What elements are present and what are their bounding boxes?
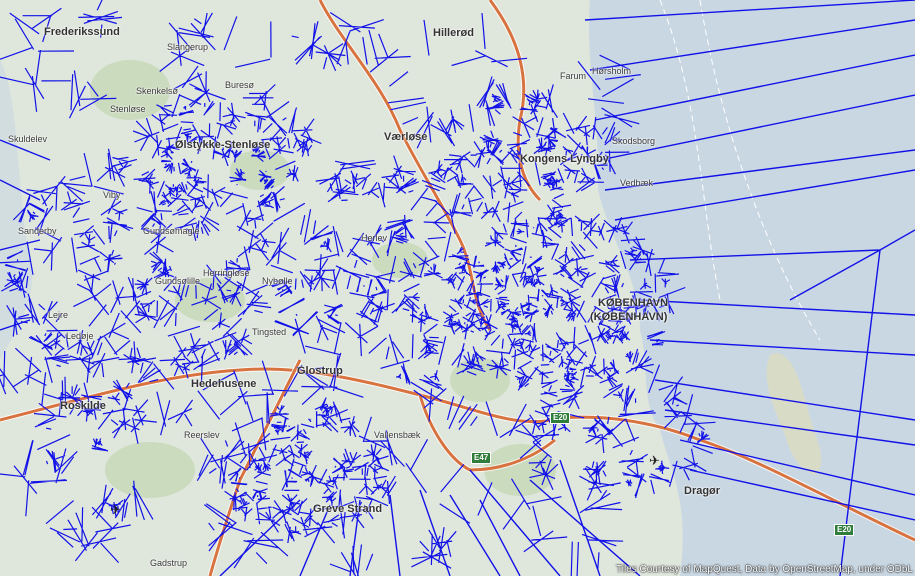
place-label: Stenløse [110, 104, 146, 114]
place-label: KØBENHAVN [598, 297, 669, 309]
place-label: Hillerød [433, 27, 474, 39]
place-label: (KØBENHAVN) [590, 311, 668, 323]
place-label: Buresø [225, 80, 255, 90]
airport-icon: ✈ [110, 502, 121, 517]
map-attribution[interactable]: Tiles Courtesy of MapQuest, Data by Open… [616, 564, 913, 575]
place-label: Slangerup [167, 42, 209, 52]
place-label: Gadstrup [150, 558, 188, 568]
place-label: Gundsømagle [143, 226, 200, 236]
place-label: Herringløse [203, 268, 250, 278]
place-label: Dragør [684, 485, 721, 497]
place-label: Skodsborg [612, 136, 656, 146]
place-label: Skuldelev [8, 134, 48, 144]
place-label: Hedehusene [191, 378, 257, 390]
place-label: Viby [103, 190, 121, 200]
place-label: Frederikssund [44, 26, 120, 38]
place-label: Farum [560, 71, 587, 81]
place-label: Sanderby [18, 226, 57, 236]
road-shield: E20 [834, 524, 855, 536]
place-label: Glostrup [297, 365, 343, 377]
place-label: Roskilde [60, 400, 106, 412]
airport-icon: ✈ [649, 453, 660, 468]
road-shield: E47 [471, 452, 492, 464]
road-shield: E20 [550, 412, 571, 424]
place-label: Kongens Lyngby [520, 153, 609, 165]
place-label: Greve Strand [313, 503, 383, 515]
place-label: Vedbæk [620, 178, 654, 188]
place-label: Lejre [48, 310, 69, 320]
place-label: Nybølle [262, 276, 293, 286]
place-label: Gundsølille [155, 276, 201, 286]
place-label: Skenkelsø [136, 86, 179, 96]
place-label: Hørsholm [592, 66, 632, 76]
place-label: Reerslev [184, 430, 220, 440]
place-label: Ølstykke-Stenløse [175, 139, 271, 151]
place-label: Vallensbæk [374, 430, 421, 440]
place-label: Ledøje [66, 331, 94, 341]
place-label: Tingsted [252, 327, 287, 337]
place-label: Værløse [384, 131, 428, 143]
place-label: Herlev [361, 233, 388, 243]
